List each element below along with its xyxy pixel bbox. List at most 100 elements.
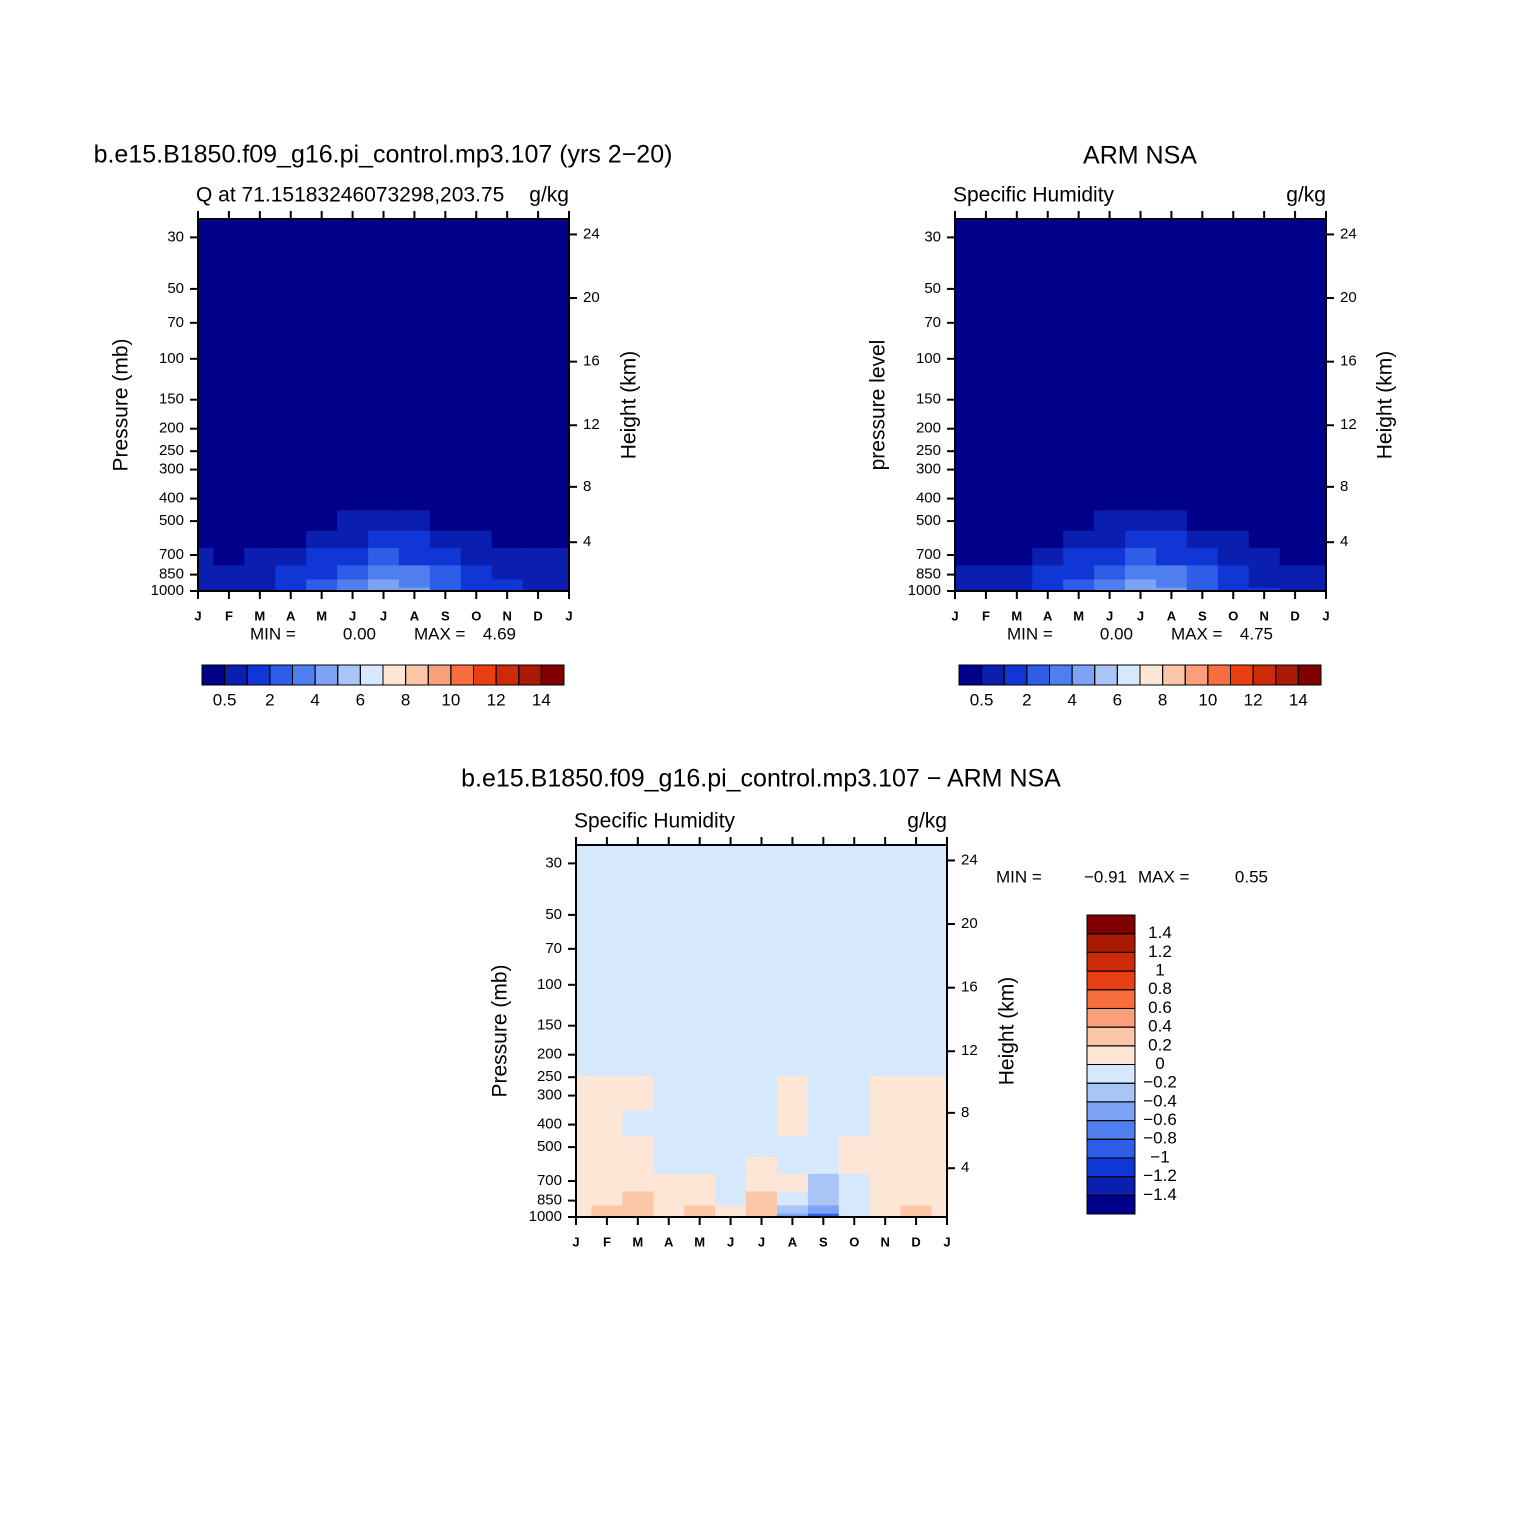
stat-name: MIN = [996,867,1042,886]
contour-cell [715,1075,747,1111]
contour-cell [1125,578,1157,588]
contour-cell [275,578,307,588]
colorbar-box [201,664,226,686]
contour-cell [622,1110,654,1137]
contour-cell [746,1135,778,1157]
contour-cell [198,578,215,588]
y2-tick-label: 8 [1340,478,1348,495]
y-tick-label: 250 [159,442,184,459]
contour-cell [1063,393,1095,450]
contour-cell [807,1156,840,1174]
contour-cell [869,949,902,1021]
contour-cell [1063,219,1095,264]
contour-cell [576,1190,593,1206]
colorbar-box [427,664,452,686]
x-tick-label: J [349,608,356,623]
contour-cell [553,219,570,264]
stat-name: MIN = [250,624,296,643]
contour-cell [1032,323,1064,395]
contour-cell [491,393,524,450]
contour-cell [1125,547,1157,566]
contour-cell [776,1213,809,1218]
y-tick-label: 30 [924,228,941,245]
colorbar-box [518,664,542,686]
colorbar-box [1297,664,1322,686]
colorbar-box [1086,1007,1136,1028]
stat-name: MAX = [1171,624,1223,643]
contour-cell [553,530,570,548]
contour-cell [244,564,276,580]
contour-cell [838,1213,871,1218]
contour-cell [553,547,570,566]
contour-cell [1155,547,1188,566]
y2-tick-label: 12 [1340,416,1357,433]
contour-cell [522,587,555,592]
contour-cell [838,949,871,1021]
x-tick-label: A [664,1234,674,1249]
colorbar-box [450,664,474,686]
colorbar-label: 6 [1113,690,1122,709]
contour-cell [460,449,493,485]
contour-cell [746,1075,778,1111]
colorbar-box [1086,1194,1136,1215]
contour-cell [900,1190,933,1206]
y-tick-label: 500 [916,512,941,529]
contour-cell [244,393,276,450]
contour-cell [1001,564,1033,580]
contour-cell [622,949,654,1021]
y2-tick-label: 4 [583,533,591,550]
colorbar-box [1026,664,1050,686]
x-tick-label: A [788,1234,798,1249]
contour-cell [591,1190,623,1206]
contour-cell [1032,547,1064,566]
x-tick-label: J [380,608,387,623]
y-tick-label: 850 [159,566,184,583]
contour-cell [1063,323,1095,395]
contour-cell [198,219,215,264]
contour-cell [1279,484,1312,511]
contour-cell [807,889,840,951]
contour-cell [576,1135,593,1157]
contour-cell [653,1213,685,1218]
y2-tick-label: 16 [583,353,600,370]
contour-cell [244,484,276,511]
y-tick-label: 100 [916,350,941,367]
y-tick-label: 400 [159,490,184,507]
colorbar-box [1094,664,1118,686]
colorbar-label: 2 [1022,690,1031,709]
colorbar-box [1071,664,1096,686]
contour-cell [591,845,623,890]
contour-cell [213,509,245,531]
contour-cell [653,1156,685,1174]
contour-cell [970,393,1002,450]
contour-cell [244,578,276,588]
contour-cell [869,1156,902,1174]
contour-cell [1063,449,1095,485]
contour-cell [1155,564,1188,580]
colorbar-box [1086,1082,1136,1103]
contour-cell [1032,263,1064,325]
subtitle-right: g/kg [907,810,947,833]
x-tick-label: J [1106,608,1113,623]
colorbar-box [540,664,565,686]
contour-cell [213,484,245,511]
contour-cell [522,263,555,325]
contour-cell [1217,578,1250,588]
contour-cell [337,547,369,566]
colorbar-box [1086,1045,1136,1065]
contour-cell [1217,393,1250,450]
colorbar-box [1086,1101,1136,1122]
contour-cell [591,1204,623,1214]
contour-cell [1094,219,1126,264]
contour-cell [1125,530,1157,548]
contour-cell [1217,323,1250,395]
contour-cell [275,587,307,592]
contour-cell [746,1213,778,1218]
contour-cell [275,484,307,511]
contour-cell [1186,509,1219,531]
contour-cell [398,547,431,566]
contour-cell [1310,530,1327,548]
contour-cell [306,564,338,580]
contour-cell [1001,393,1033,450]
